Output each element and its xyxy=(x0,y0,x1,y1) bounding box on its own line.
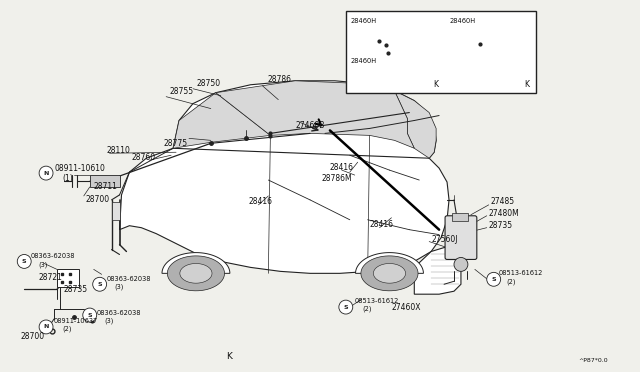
Text: S: S xyxy=(97,282,102,287)
Text: (3): (3) xyxy=(115,284,124,291)
Text: 08363-62038: 08363-62038 xyxy=(107,276,151,282)
Text: 28735: 28735 xyxy=(64,285,88,294)
Text: S: S xyxy=(492,277,496,282)
Polygon shape xyxy=(414,244,461,294)
Circle shape xyxy=(339,300,353,314)
Text: (2): (2) xyxy=(363,306,372,312)
Bar xyxy=(346,11,536,93)
Bar xyxy=(90,175,120,187)
Text: (3): (3) xyxy=(104,318,114,324)
Bar xyxy=(452,213,468,221)
Circle shape xyxy=(93,277,107,291)
Text: 08911-10610: 08911-10610 xyxy=(54,164,105,173)
Text: 28721: 28721 xyxy=(38,273,62,282)
Text: 27480M: 27480M xyxy=(489,209,520,218)
Text: 08513-61612: 08513-61612 xyxy=(499,270,543,276)
Text: 08363-62038: 08363-62038 xyxy=(97,310,141,316)
Text: 28460H: 28460H xyxy=(351,58,377,64)
Bar xyxy=(57,269,79,287)
Polygon shape xyxy=(361,256,418,291)
Text: 28735: 28735 xyxy=(489,221,513,230)
Text: N: N xyxy=(44,324,49,330)
Polygon shape xyxy=(180,263,212,283)
Text: 28416: 28416 xyxy=(370,220,394,229)
Text: (2): (2) xyxy=(62,326,72,332)
Polygon shape xyxy=(120,134,449,273)
Text: N: N xyxy=(44,171,49,176)
Text: 28786M: 28786M xyxy=(322,174,353,183)
Text: 28700: 28700 xyxy=(20,332,44,341)
Text: 08911-10637: 08911-10637 xyxy=(54,318,99,324)
Text: 08363-62038: 08363-62038 xyxy=(30,253,75,259)
Circle shape xyxy=(17,254,31,268)
Polygon shape xyxy=(356,253,424,273)
Text: 27460B: 27460B xyxy=(295,121,324,130)
Polygon shape xyxy=(173,93,270,148)
Text: (3): (3) xyxy=(38,261,47,268)
Text: 28750: 28750 xyxy=(197,79,221,88)
Text: 28460H: 28460H xyxy=(450,18,476,24)
Bar xyxy=(111,202,120,220)
Polygon shape xyxy=(394,91,436,158)
Circle shape xyxy=(83,308,97,322)
Circle shape xyxy=(454,257,468,271)
Text: 28700: 28700 xyxy=(86,195,110,204)
Text: K: K xyxy=(433,80,438,89)
Text: 27560J: 27560J xyxy=(431,235,458,244)
Polygon shape xyxy=(373,263,406,283)
Text: 28416: 28416 xyxy=(248,198,273,206)
Text: K: K xyxy=(524,80,529,89)
Text: 28786: 28786 xyxy=(268,75,291,84)
Text: 28460H: 28460H xyxy=(351,18,377,24)
Text: S: S xyxy=(344,305,348,310)
Text: ^P87*0.0: ^P87*0.0 xyxy=(578,358,608,363)
Polygon shape xyxy=(168,256,225,291)
Text: 28711: 28711 xyxy=(93,182,118,190)
Text: 08513-61612: 08513-61612 xyxy=(355,298,399,304)
Text: 28775: 28775 xyxy=(163,139,188,148)
Polygon shape xyxy=(216,81,414,148)
Text: S: S xyxy=(88,312,92,318)
Text: (1): (1) xyxy=(62,174,73,183)
Text: S: S xyxy=(22,259,26,264)
FancyBboxPatch shape xyxy=(445,216,477,259)
Text: 27460X: 27460X xyxy=(392,302,421,312)
Text: 28110: 28110 xyxy=(107,146,131,155)
Text: 28755: 28755 xyxy=(169,87,193,96)
Circle shape xyxy=(39,166,53,180)
Polygon shape xyxy=(162,253,230,273)
Text: K: K xyxy=(226,352,232,361)
Polygon shape xyxy=(173,81,436,158)
Text: (2): (2) xyxy=(507,278,516,285)
Text: 27485: 27485 xyxy=(491,198,515,206)
Circle shape xyxy=(39,320,53,334)
Text: 28760: 28760 xyxy=(131,153,156,162)
Circle shape xyxy=(487,272,500,286)
Text: 28416: 28416 xyxy=(330,163,354,171)
